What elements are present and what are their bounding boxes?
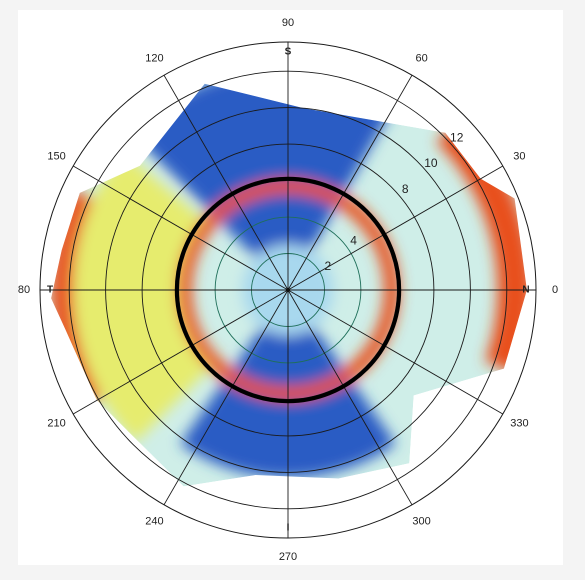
angle-tick-label: 330	[510, 418, 528, 430]
angle-tick-label: 240	[145, 515, 163, 527]
radial-tick-label: 2	[324, 259, 331, 273]
angle-tick-label: 150	[47, 150, 65, 162]
zone-temporal-mid	[72, 151, 210, 443]
angle-tick-label: 90	[282, 17, 294, 29]
angular-spoke	[163, 74, 289, 291]
contour-field	[51, 83, 527, 487]
radial-tick-label: 10	[424, 156, 438, 170]
angular-spoke	[163, 289, 289, 506]
angular-spoke	[287, 289, 413, 506]
angle-tick-label: 210	[47, 418, 65, 430]
angle-tick-label: 60	[415, 53, 427, 65]
radial-tick-label: 8	[402, 182, 409, 196]
orientation-label-t: T	[47, 285, 53, 296]
angle-tick-label: 270	[279, 551, 297, 563]
polar-contour-chart: 0 30 60 90 120 150 180 210 240 270 300 330 2 4 8 10 12 S N…	[12, 17, 558, 563]
plot-area: 0 30 60 90 120 150 180 210 240 270 300 330 2 4 8 10 12 S N…	[12, 10, 563, 565]
orientation-label-n: N	[522, 285, 529, 296]
angle-tick-label: 300	[412, 515, 430, 527]
angle-tick-label: 0	[552, 284, 558, 296]
angle-tick-label: 30	[513, 150, 525, 162]
angular-spoke	[72, 289, 289, 415]
radial-tick-label: 4	[350, 233, 357, 247]
angle-tick-label: 120	[145, 53, 163, 65]
center-point	[285, 287, 291, 293]
axis-labels: 0 30 60 90 120 150 180 210 240 270 300 330 2 4 8 10 12 S N…	[12, 17, 558, 563]
polar-grid	[39, 41, 537, 539]
zone-nasal-edge	[436, 117, 527, 374]
angular-spoke	[287, 74, 413, 291]
boundary-ring	[174, 176, 402, 404]
angle-tick-label: 180	[18, 284, 30, 296]
orientation-label-s: S	[285, 47, 292, 58]
angular-spoke	[287, 165, 504, 291]
angular-spoke	[72, 165, 289, 291]
radial-tick-label: 12	[450, 130, 464, 144]
orientation-label-i: I	[287, 523, 290, 534]
zone-superior	[130, 83, 400, 258]
angular-spoke	[287, 289, 504, 415]
